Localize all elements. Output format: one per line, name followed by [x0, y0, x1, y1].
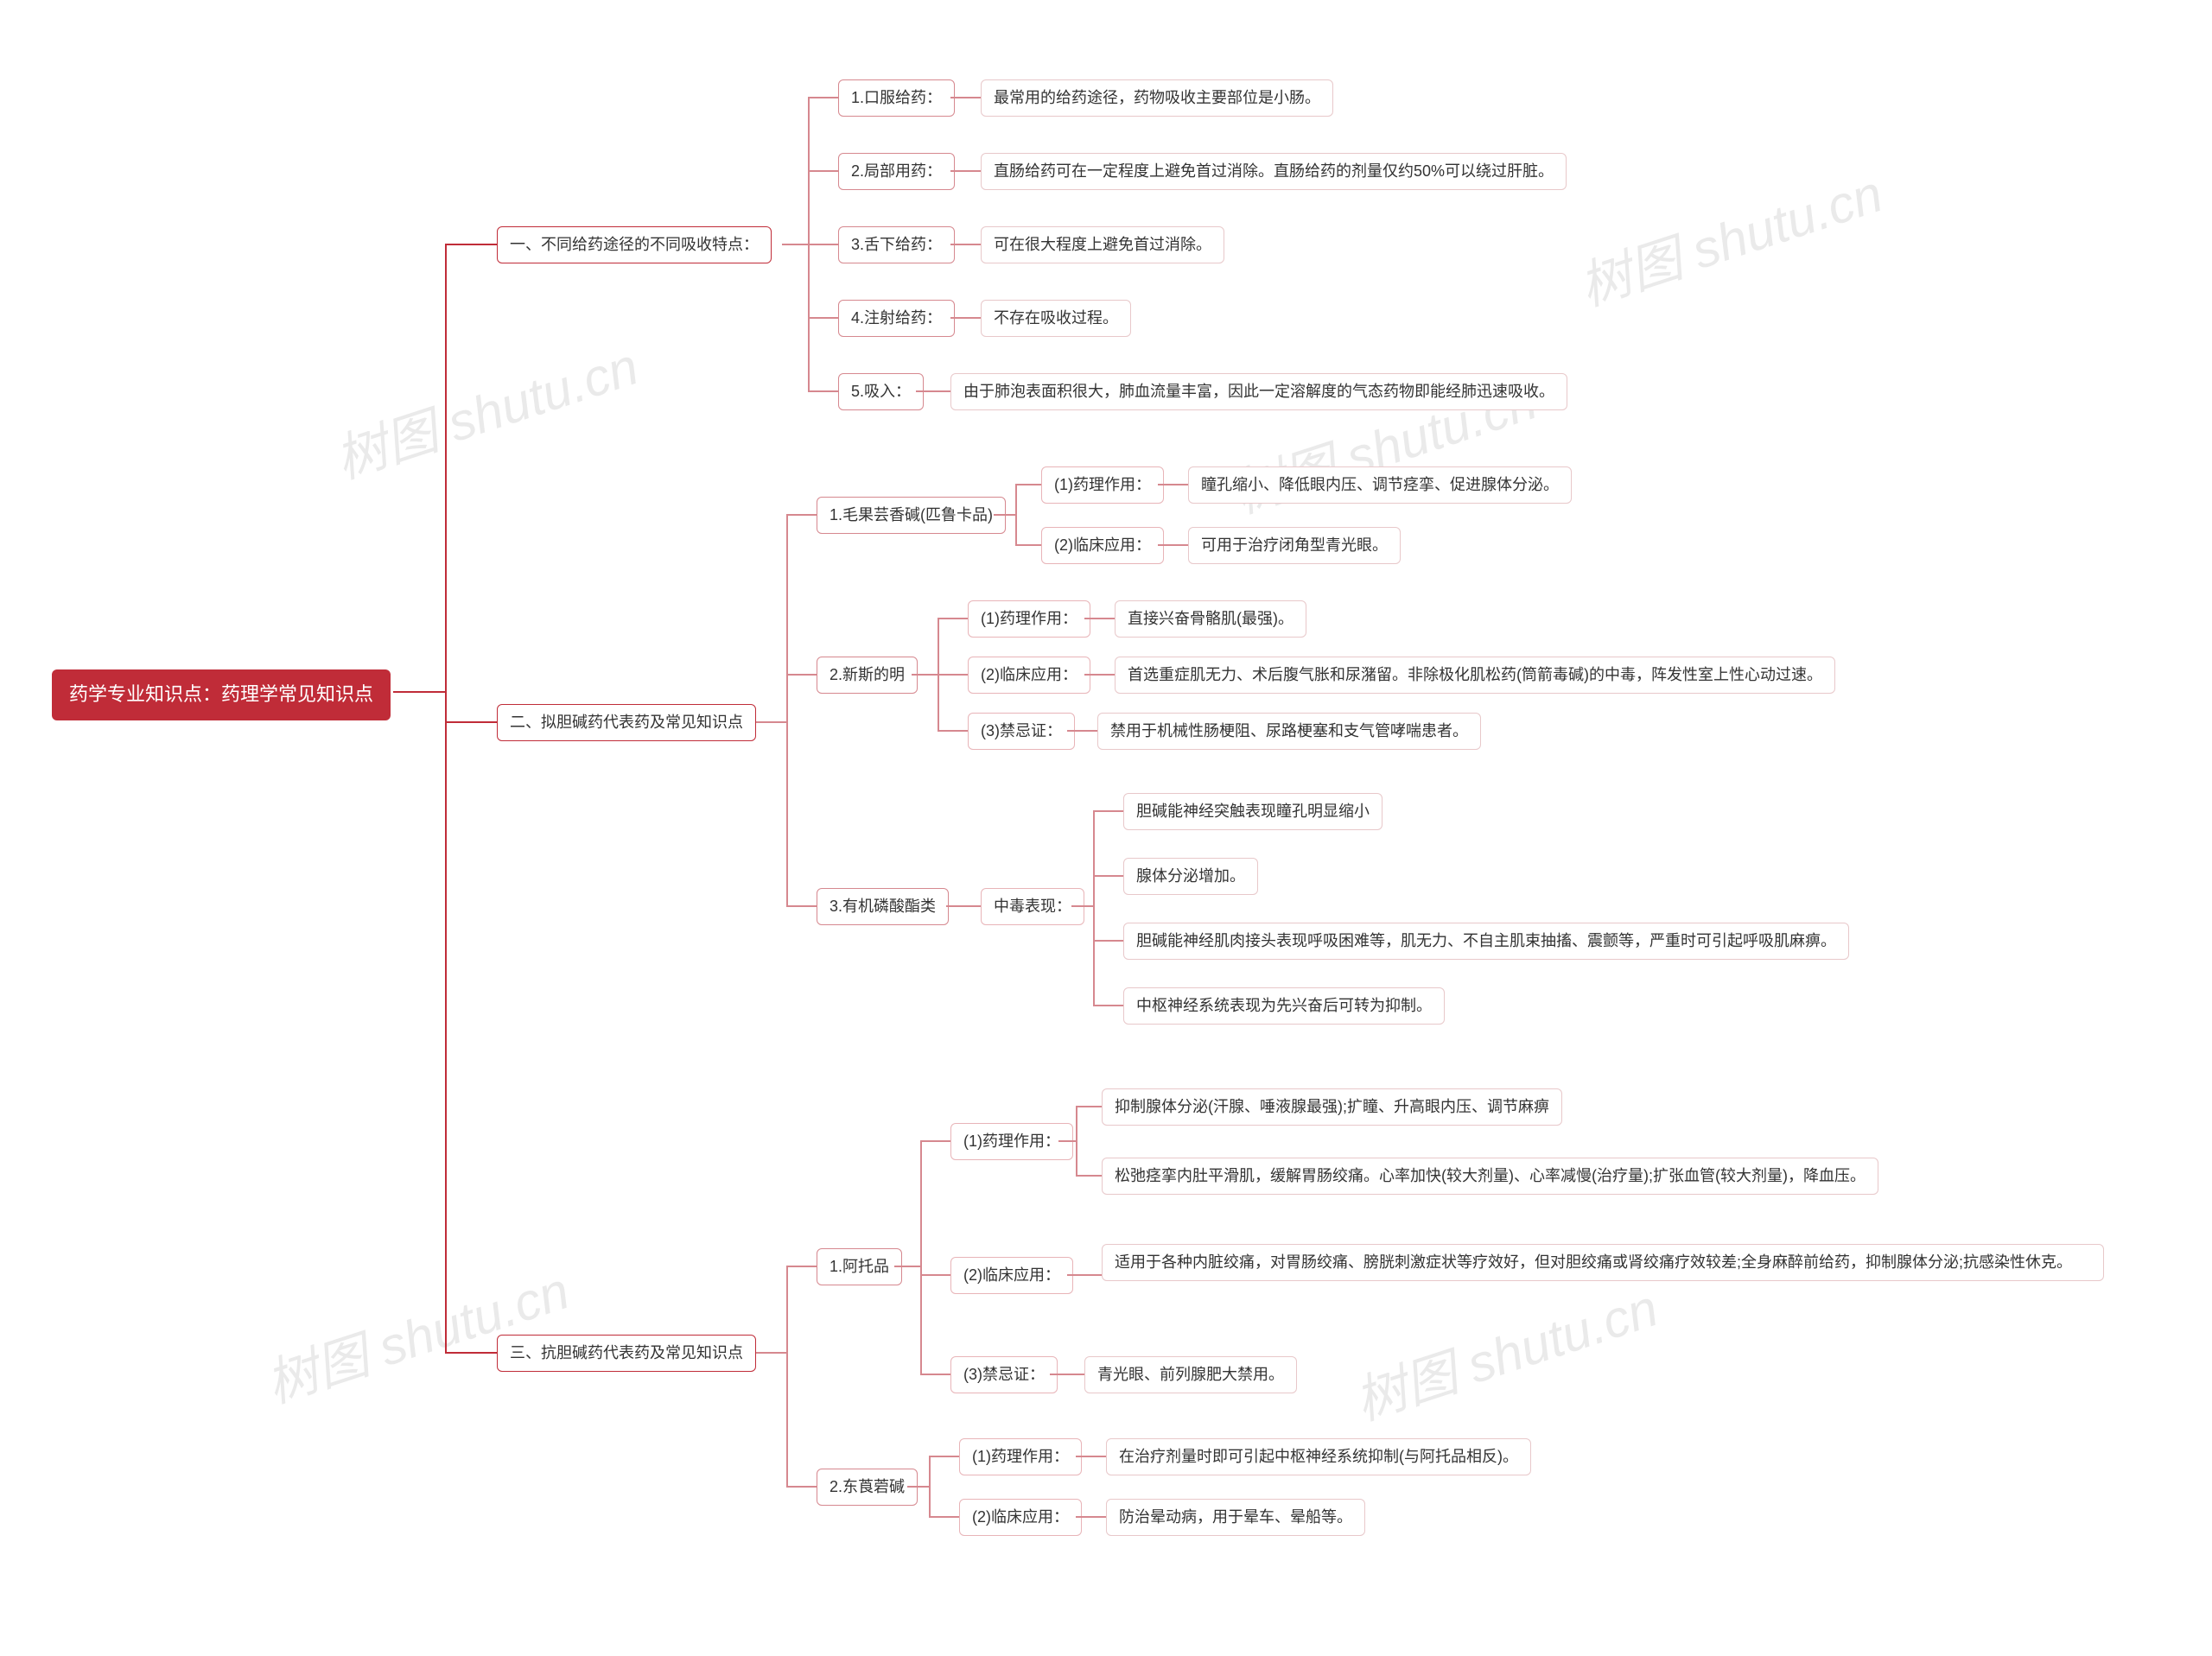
s2-c2-leaf0: 胆碱能神经突触表现瞳孔明显缩小: [1123, 793, 1382, 830]
s2-c2-a[interactable]: 中毒表现：: [981, 888, 1084, 925]
s3-c0-a-leaf0: 抑制腺体分泌(汗腺、唾液腺最强);扩瞳、升高眼内压、调节麻痹: [1102, 1088, 1562, 1126]
s1-c3[interactable]: 4.注射给药：: [838, 300, 955, 337]
s1-c0-leaf: 最常用的给药途径，药物吸收主要部位是小肠。: [981, 79, 1333, 117]
s3-c1[interactable]: 2.东莨菪碱: [817, 1469, 918, 1506]
s2-c1-c[interactable]: (3)禁忌证：: [968, 713, 1075, 750]
s2-c1-a[interactable]: (1)药理作用：: [968, 600, 1090, 638]
s1-c0[interactable]: 1.口服给药：: [838, 79, 955, 117]
s2-c0[interactable]: 1.毛果芸香碱(匹鲁卡品): [817, 497, 1006, 534]
s3-c1-b[interactable]: (2)临床应用：: [959, 1499, 1082, 1536]
watermark: 树图 shutu.cn: [324, 325, 646, 493]
section-3[interactable]: 三、抗胆碱药代表药及常见知识点: [497, 1335, 756, 1372]
s1-c1-leaf: 直肠给药可在一定程度上避免首过消除。直肠给药的剂量仅约50%可以绕过肝脏。: [981, 153, 1567, 190]
s1-c2[interactable]: 3.舌下给药：: [838, 226, 955, 263]
s2-c0-b[interactable]: (2)临床应用：: [1041, 527, 1164, 564]
s2-c0-b-leaf: 可用于治疗闭角型青光眼。: [1188, 527, 1401, 564]
s1-c2-leaf: 可在很大程度上避免首过消除。: [981, 226, 1224, 263]
s1-c4[interactable]: 5.吸入：: [838, 373, 924, 410]
watermark: 树图 shutu.cn: [255, 1249, 577, 1418]
s2-c2-leaf2: 胆碱能神经肌肉接头表现呼吸困难等，肌无力、不自主肌束抽搐、震颤等，严重时可引起呼…: [1123, 923, 1849, 960]
s3-c0-b[interactable]: (2)临床应用：: [950, 1257, 1073, 1294]
s2-c0-a-leaf: 瞳孔缩小、降低眼内压、调节痉挛、促进腺体分泌。: [1188, 466, 1572, 504]
s3-c1-b-leaf: 防治晕动病，用于晕车、晕船等。: [1106, 1499, 1365, 1536]
s3-c0-a[interactable]: (1)药理作用：: [950, 1123, 1073, 1160]
section-2[interactable]: 二、拟胆碱药代表药及常见知识点: [497, 704, 756, 741]
s2-c1-a-leaf: 直接兴奋骨骼肌(最强)。: [1115, 600, 1306, 638]
s3-c0-c-leaf: 青光眼、前列腺肥大禁用。: [1084, 1356, 1297, 1393]
s3-c0-c[interactable]: (3)禁忌证：: [950, 1356, 1058, 1393]
s2-c2[interactable]: 3.有机磷酸酯类: [817, 888, 949, 925]
s2-c0-a[interactable]: (1)药理作用：: [1041, 466, 1164, 504]
s2-c1-b[interactable]: (2)临床应用：: [968, 657, 1090, 694]
s1-c1[interactable]: 2.局部用药：: [838, 153, 955, 190]
s2-c2-leaf3: 中枢神经系统表现为先兴奋后可转为抑制。: [1123, 987, 1445, 1025]
section-1[interactable]: 一、不同给药途径的不同吸收特点：: [497, 226, 772, 263]
s2-c2-leaf1: 腺体分泌增加。: [1123, 858, 1258, 895]
s3-c1-a[interactable]: (1)药理作用：: [959, 1438, 1082, 1475]
s3-c0-a-leaf1: 松弛痉挛内肚平滑肌，缓解胃肠绞痛。心率加快(较大剂量)、心率减慢(治疗量);扩张…: [1102, 1158, 1878, 1195]
s2-c1[interactable]: 2.新斯的明: [817, 657, 918, 694]
s3-c1-a-leaf: 在治疗剂量时即可引起中枢神经系统抑制(与阿托品相反)。: [1106, 1438, 1531, 1475]
s1-c4-leaf: 由于肺泡表面积很大，肺血流量丰富，因此一定溶解度的气态药物即能经肺迅速吸收。: [950, 373, 1567, 410]
watermark: 树图 shutu.cn: [1568, 152, 1891, 320]
s1-c3-leaf: 不存在吸收过程。: [981, 300, 1131, 337]
s3-c0-b-leaf: 适用于各种内脏绞痛，对胃肠绞痛、膀胱刺激症状等疗效好，但对胆绞痛或肾绞痛疗效较差…: [1102, 1244, 2104, 1281]
s2-c1-b-leaf: 首选重症肌无力、术后腹气胀和尿潴留。非除极化肌松药(筒箭毒碱)的中毒，阵发性室上…: [1115, 657, 1835, 694]
s3-c0[interactable]: 1.阿托品: [817, 1248, 902, 1285]
s2-c1-c-leaf: 禁用于机械性肠梗阻、尿路梗塞和支气管哮喘患者。: [1097, 713, 1481, 750]
watermark: 树图 shutu.cn: [1344, 1266, 1666, 1435]
root-node[interactable]: 药学专业知识点：药理学常见知识点: [52, 669, 391, 720]
